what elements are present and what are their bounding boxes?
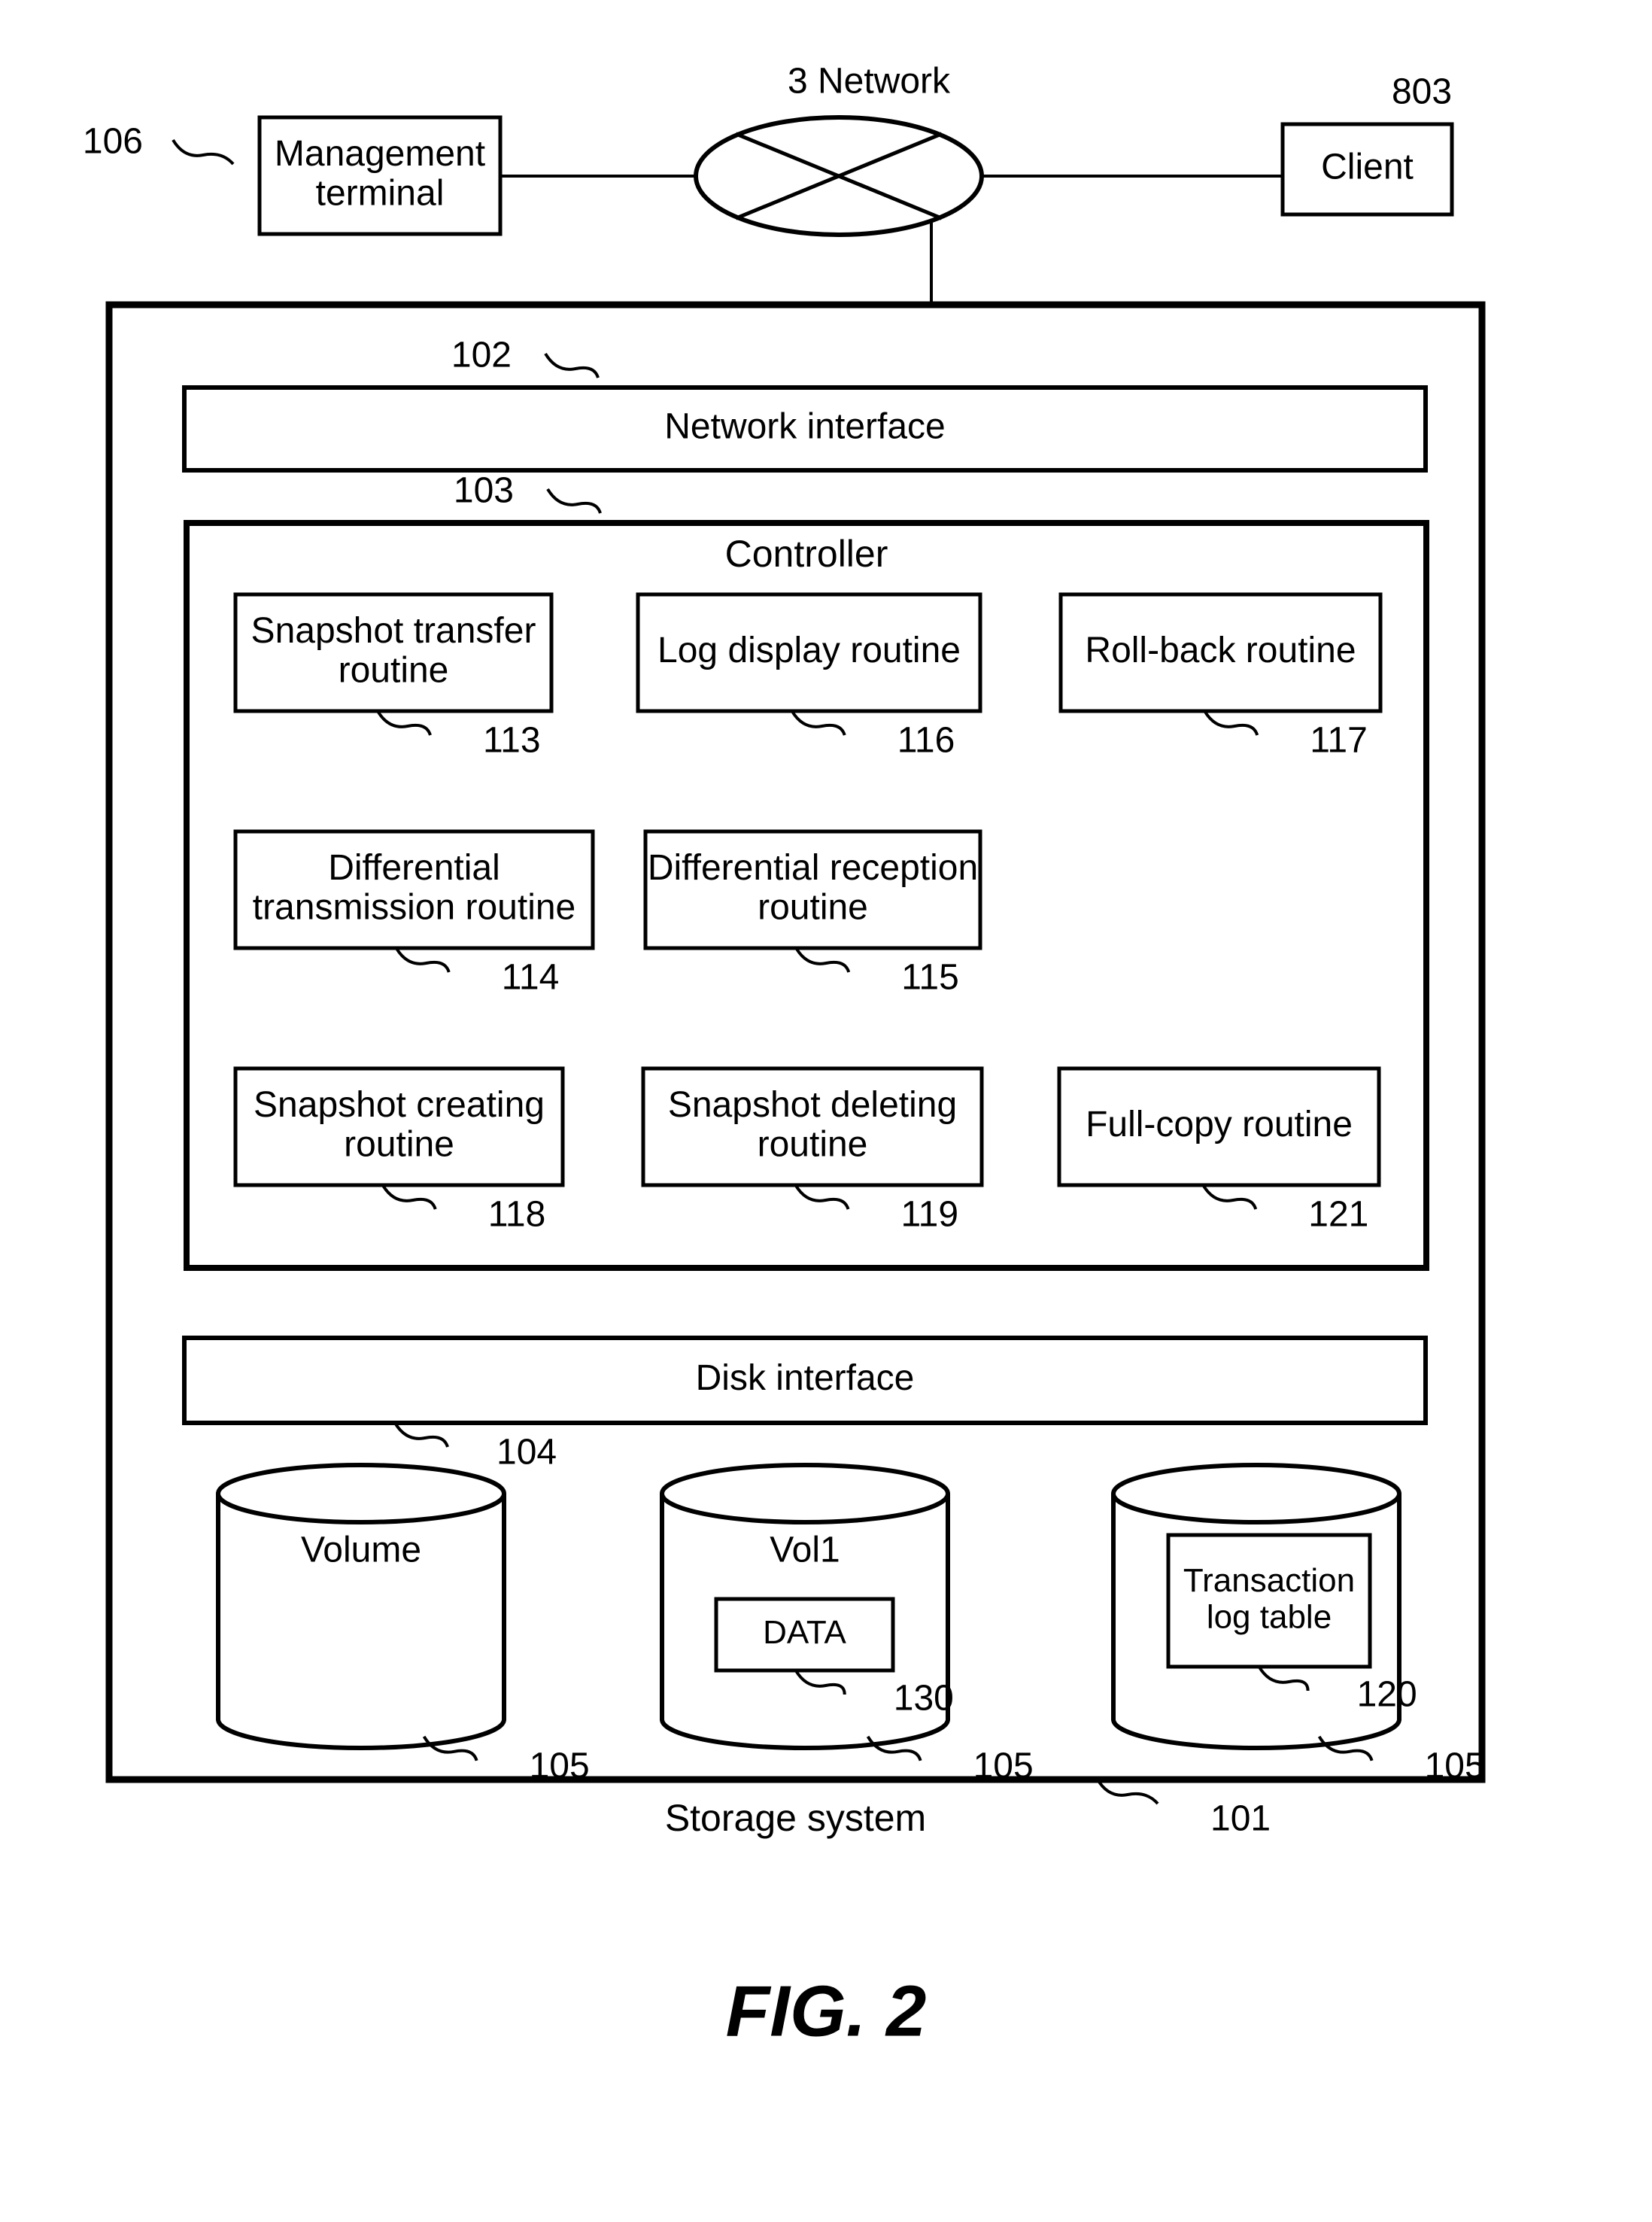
svg-text:Network interface: Network interface [664,407,945,447]
svg-text:118: 118 [488,1195,546,1235]
svg-text:105: 105 [973,1746,1034,1786]
svg-text:120: 120 [1357,1675,1417,1715]
svg-text:Disk interface: Disk interface [696,1358,915,1398]
svg-text:105: 105 [530,1746,590,1786]
svg-text:transmission routine: transmission routine [253,888,576,928]
svg-text:106: 106 [83,122,143,162]
svg-text:115: 115 [901,958,959,998]
svg-text:101: 101 [1210,1799,1271,1839]
svg-text:104: 104 [497,1433,557,1473]
svg-text:DATA: DATA [763,1614,846,1651]
svg-text:Controller: Controller [725,533,888,575]
svg-text:routine: routine [758,1125,868,1165]
svg-text:Vol1: Vol1 [770,1530,840,1570]
svg-text:Client: Client [1321,147,1414,187]
svg-text:113: 113 [483,721,541,761]
svg-text:Management: Management [275,134,485,174]
svg-text:routine: routine [344,1125,454,1165]
svg-text:Snapshot creating: Snapshot creating [254,1085,545,1125]
svg-text:Differential reception: Differential reception [648,848,978,888]
svg-text:Roll-back routine: Roll-back routine [1085,631,1356,670]
svg-text:log table: log table [1207,1598,1332,1635]
svg-text:130: 130 [894,1679,954,1719]
svg-text:103: 103 [454,471,514,511]
svg-text:119: 119 [901,1195,959,1235]
svg-text:routine: routine [339,651,449,691]
svg-text:Snapshot deleting: Snapshot deleting [668,1085,957,1125]
svg-text:116: 116 [897,721,955,761]
svg-text:Volume: Volume [301,1530,421,1570]
svg-text:105: 105 [1425,1746,1485,1786]
svg-text:FIG. 2: FIG. 2 [726,1971,927,2051]
svg-text:3 Network: 3 Network [788,62,951,102]
svg-text:Full-copy routine: Full-copy routine [1086,1105,1353,1144]
svg-text:102: 102 [451,336,512,375]
svg-text:routine: routine [758,888,868,928]
svg-text:Differential: Differential [328,848,500,888]
svg-text:114: 114 [502,958,560,998]
svg-text:121: 121 [1308,1195,1368,1235]
svg-text:803: 803 [1392,72,1452,112]
svg-text:Transaction: Transaction [1183,1562,1355,1599]
svg-text:Log display routine: Log display routine [657,631,961,670]
svg-text:117: 117 [1310,721,1368,761]
svg-text:terminal: terminal [316,174,445,214]
svg-text:Snapshot transfer: Snapshot transfer [251,611,536,651]
svg-text:Storage system: Storage system [665,1797,926,1839]
